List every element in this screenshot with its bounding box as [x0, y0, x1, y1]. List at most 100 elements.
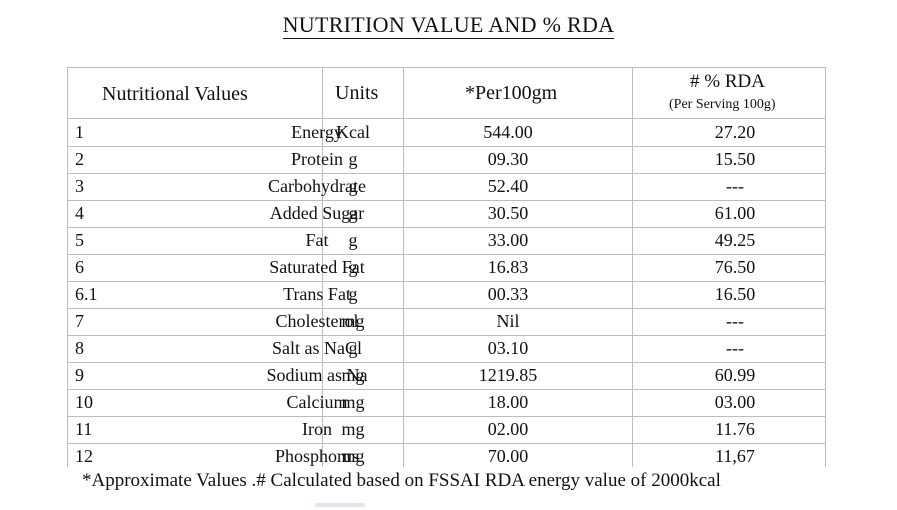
rda-cell-text: 76.50 [714, 257, 756, 277]
unit-cell-text: mg [341, 392, 365, 412]
table-row: 6 Saturated Fat g 16.83 76.50 [67, 254, 826, 281]
unit-cell-text: g [348, 176, 358, 196]
row-number: 5 [75, 227, 84, 254]
unit-cell-text: g [348, 338, 358, 358]
row-number: 6.1 [75, 281, 98, 308]
nutrient-name-text: Added Sugar [269, 203, 365, 223]
rda-cell-text: 16.50 [714, 284, 756, 304]
rda-cell-text: 61.00 [714, 203, 756, 223]
row-number-text: 6 [75, 257, 84, 277]
nutrient-name-text: Calcium [286, 392, 348, 412]
nutrient-name-text: Cholesterol [275, 311, 359, 331]
row-divider [67, 254, 826, 255]
nutrient-name-text: Protein [291, 149, 343, 169]
table-row: 8 Salt as NaCl g 03.10 --- [67, 335, 826, 362]
unit-cell-text: g [348, 230, 358, 250]
row-divider [67, 308, 826, 309]
table-row: 4 Added Sugar g 30.50 61.00 [67, 200, 826, 227]
unit-cell-text: g [348, 203, 358, 223]
rda-cell-text: --- [726, 311, 744, 331]
row-number: 2 [75, 146, 84, 173]
rda-cell-text: 03.00 [714, 392, 756, 412]
rda-cell-text: --- [726, 176, 744, 196]
row-number-text: 11 [75, 419, 93, 439]
table-row: 1 Energy Kcal 544.00 27.20 [67, 119, 826, 146]
table-row: 11 Iron mg 02.00 11.76 [67, 416, 826, 443]
row-number: 4 [75, 200, 84, 227]
row-number: 8 [75, 335, 84, 362]
per100-cell-text: 03.10 [487, 338, 529, 358]
row-number: 6 [75, 254, 84, 281]
unit-cell-text: mg [341, 365, 365, 385]
row-number: 12 [75, 443, 93, 470]
unit-cell-text: g [348, 284, 358, 304]
per100-cell-text: 30.50 [487, 203, 529, 223]
header-nutritional-values: Nutritional Values [102, 83, 248, 105]
table-row: 7 Cholesterol mg Nil --- [67, 308, 826, 335]
row-number: 7 [75, 308, 84, 335]
table-row: 12 Phosphorus mg 70.00 11,67 [67, 443, 826, 470]
column-divider [403, 67, 404, 467]
row-divider [67, 416, 826, 417]
rda-cell-text: --- [726, 338, 744, 358]
row-divider [67, 335, 826, 336]
row-divider [67, 146, 826, 147]
row-number-text: 6.1 [75, 284, 98, 304]
scan-smudge [315, 503, 365, 507]
row-number: 1 [75, 119, 84, 146]
rda-cell-text: 60.99 [714, 365, 756, 385]
nutrient-name-text: Energy [291, 122, 343, 142]
table-row: 6.1 Trans Fat g 00.33 16.50 [67, 281, 826, 308]
per100-cell-text: 16.83 [487, 257, 529, 277]
header-per100gm: *Per100gm [465, 82, 558, 104]
row-divider [67, 227, 826, 228]
row-number-text: 7 [75, 311, 84, 331]
table-row: 5 Fat g 33.00 49.25 [67, 227, 826, 254]
rda-cell-text: 11,67 [715, 446, 755, 466]
rda-cell-text: 49.25 [714, 230, 756, 250]
rda-cell-text: 11.76 [715, 419, 755, 439]
per100-cell-text: 544.00 [483, 122, 533, 142]
table-row: 2 Protein g 09.30 15.50 [67, 146, 826, 173]
rda-cell-text: 27.20 [714, 122, 756, 142]
unit-cell-text: mg [341, 311, 365, 331]
row-number-text: 12 [75, 446, 93, 466]
footnote: *Approximate Values .# Calculated based … [82, 470, 721, 491]
row-divider [67, 389, 826, 390]
row-number: 3 [75, 173, 84, 200]
row-divider [67, 281, 826, 282]
per100-cell-text: 52.40 [487, 176, 529, 196]
row-number-text: 10 [75, 392, 93, 412]
row-number: 10 [75, 389, 93, 416]
table-row: 3 Carbohydrate g 52.40 --- [67, 173, 826, 200]
unit-cell-text: g [348, 257, 358, 277]
row-number-text: 4 [75, 203, 84, 223]
per100-cell-text: 00.33 [487, 284, 529, 304]
table-row: 9 Sodium as Na mg 1219.85 60.99 [67, 362, 826, 389]
row-divider [67, 362, 826, 363]
header-units: Units [335, 82, 379, 104]
table-row: 10 Calcium mg 18.00 03.00 [67, 389, 826, 416]
nutrient-name-text: Carbohydrate [268, 176, 366, 196]
per100-cell-text: 09.30 [487, 149, 529, 169]
per100-cell-text: 33.00 [487, 230, 529, 250]
row-number-text: 3 [75, 176, 84, 196]
unit-cell-text: mg [341, 446, 365, 466]
nutrient-name-text: Saturated Fat [269, 257, 365, 277]
row-number-text: 1 [75, 122, 84, 142]
nutrient-name-text: Sodium as Na [266, 365, 368, 385]
row-number-text: 9 [75, 365, 84, 385]
per100-cell-text: 02.00 [487, 419, 529, 439]
per100-cell-text: 1219.85 [478, 365, 538, 385]
column-divider [632, 67, 633, 467]
row-divider [67, 118, 826, 119]
nutrition-table [67, 67, 826, 467]
column-divider [322, 67, 323, 467]
row-number: 11 [75, 416, 92, 443]
row-number: 9 [75, 362, 84, 389]
nutrient-name-text: Phosphorus [275, 446, 360, 466]
nutrient-name-text: Salt as NaCl [272, 338, 362, 358]
row-divider [67, 443, 826, 444]
unit-cell-text: Kcal [336, 122, 370, 142]
page-title: NUTRITION VALUE AND % RDA [282, 12, 615, 39]
